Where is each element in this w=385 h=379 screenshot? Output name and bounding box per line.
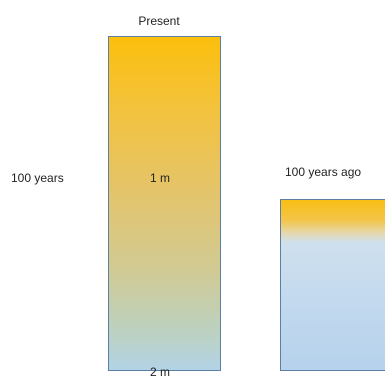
- hundred-years-ago-column: [280, 199, 385, 371]
- time-span-label: 100 years: [11, 171, 64, 185]
- hundred-years-ago-label: 100 years ago: [285, 165, 362, 179]
- depth-2m-label: 2 m: [149, 365, 170, 379]
- depth-1m-label: 1 m: [149, 171, 170, 185]
- present-label: Present: [138, 14, 180, 28]
- present-column: [108, 36, 221, 371]
